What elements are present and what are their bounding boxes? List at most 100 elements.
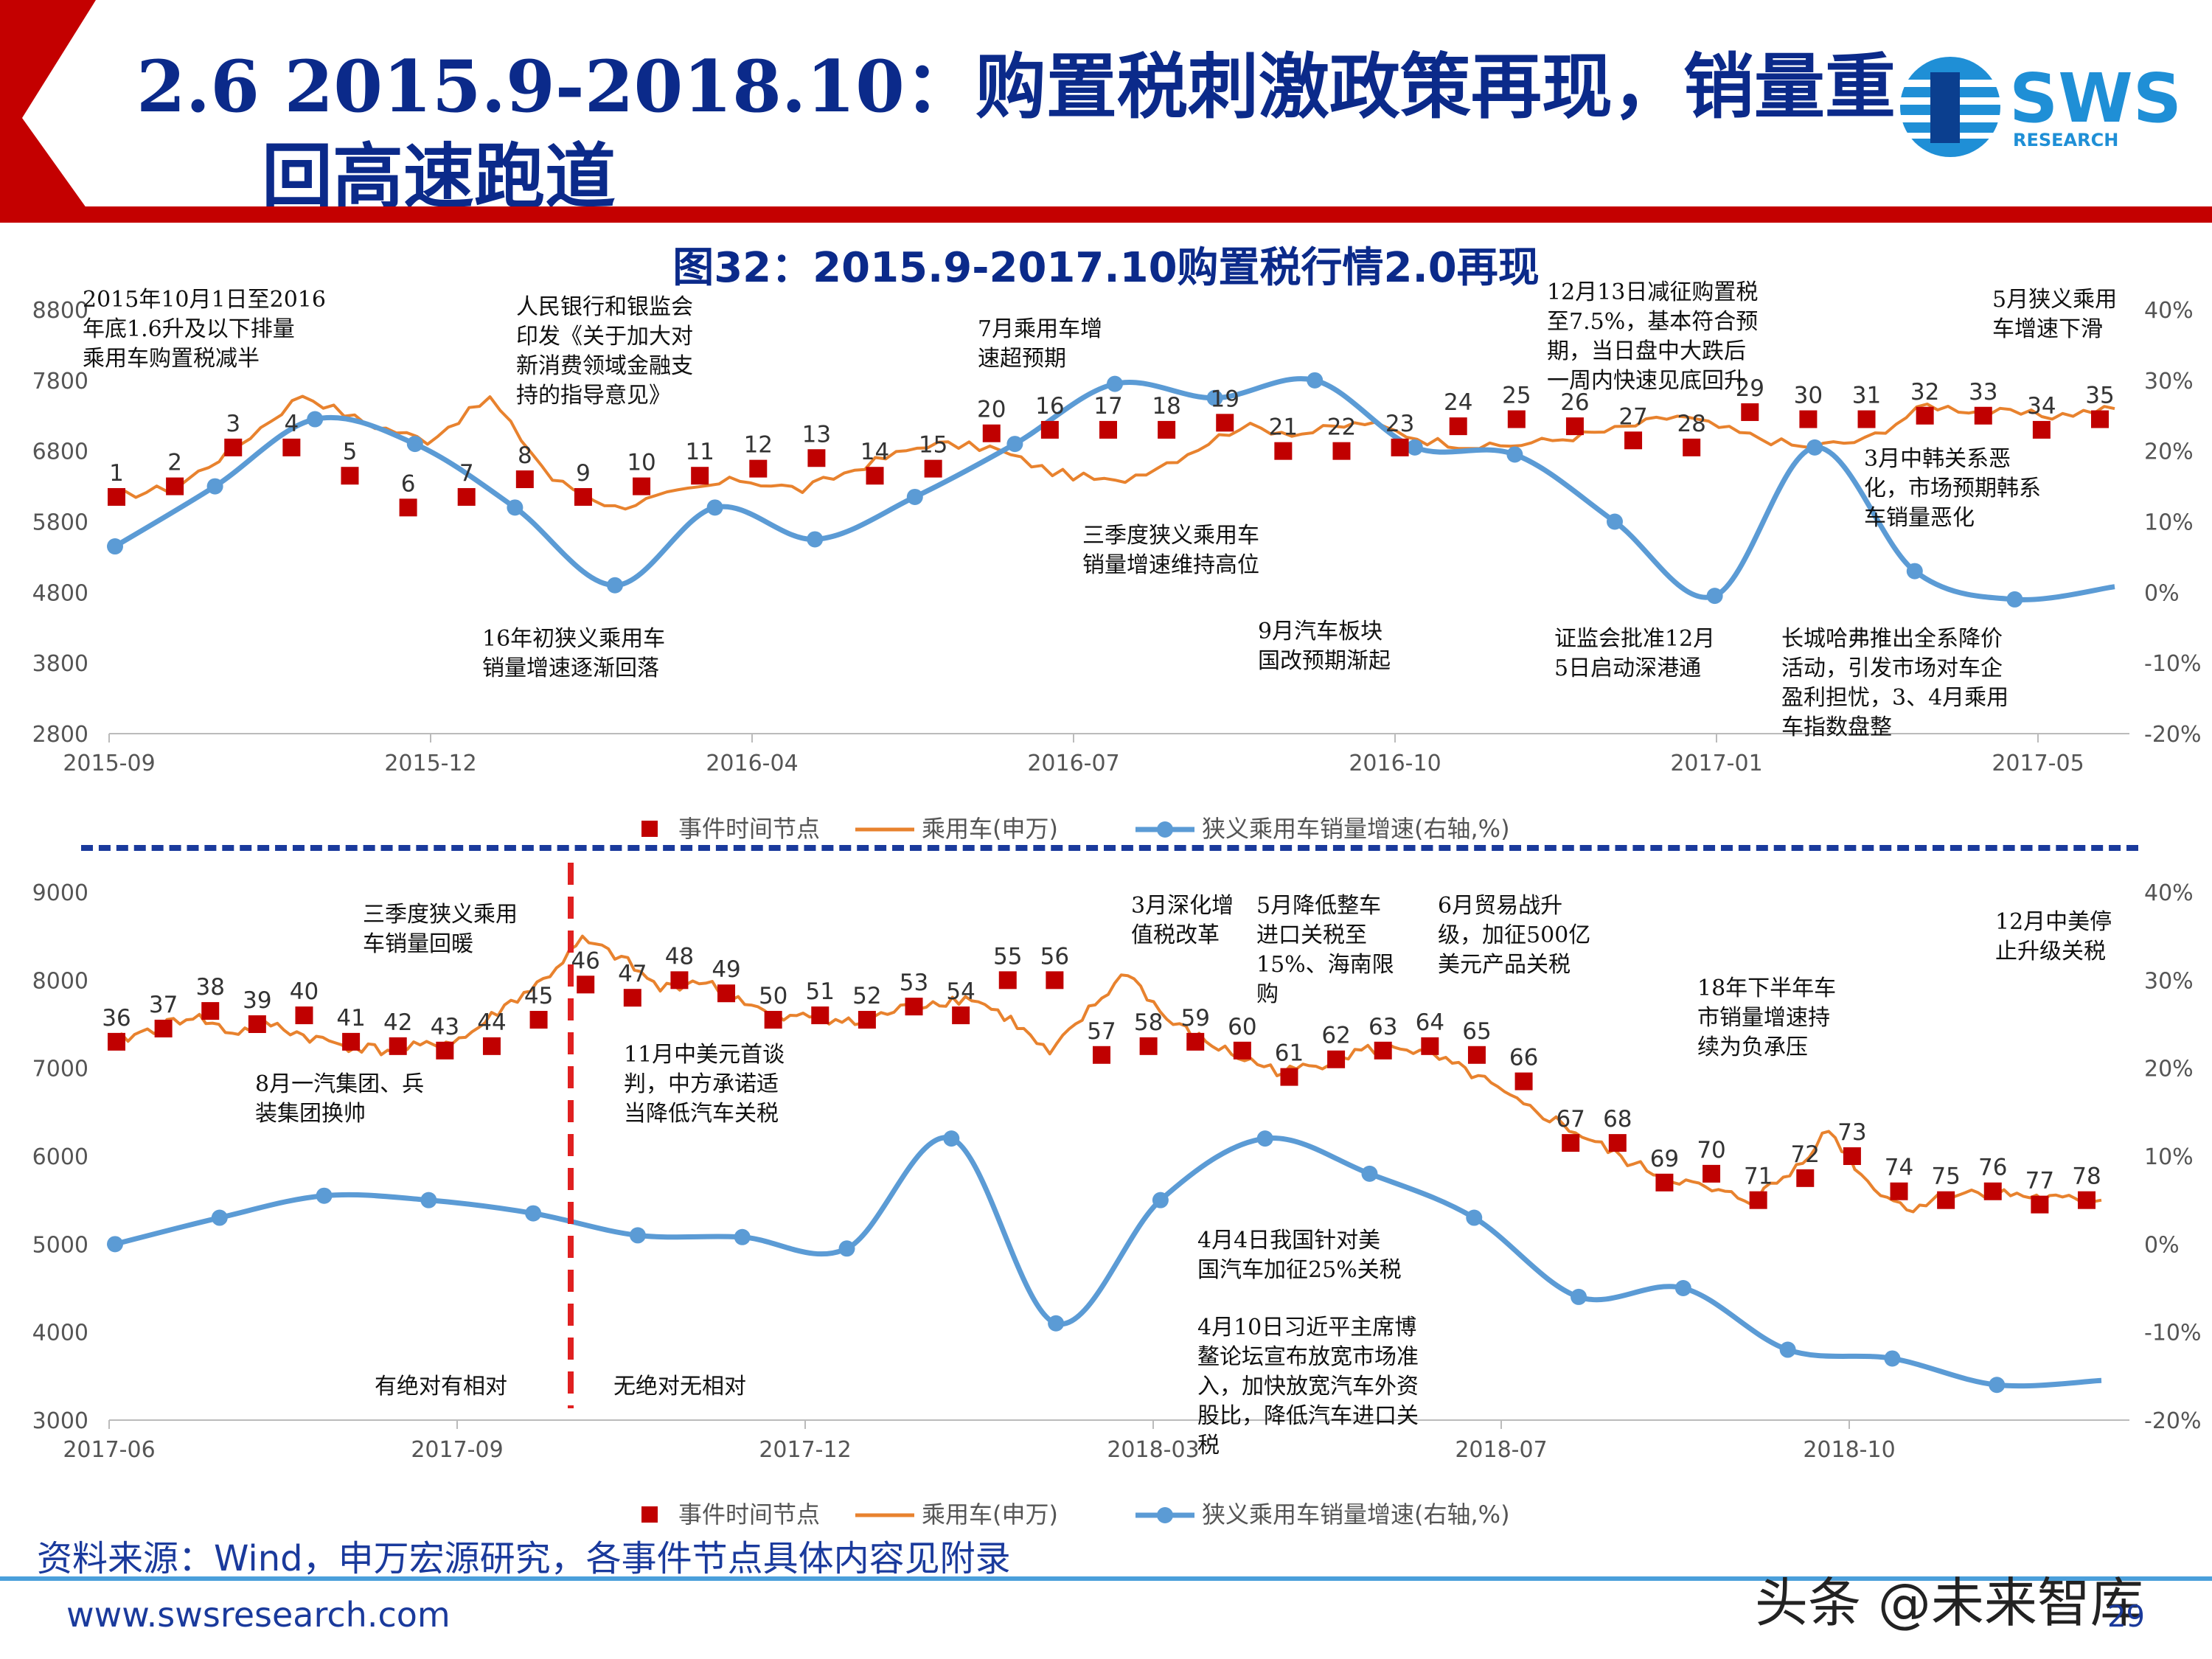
event-number-label: 9 [576,460,591,487]
growth-point [1107,375,1123,392]
growth-point [107,538,123,555]
annotation-text: 人民银行和银监会印发《关于加大对新消费领域金融支持的指导意见》 [516,294,693,408]
growth-point [1607,513,1623,530]
growth-point [706,499,723,516]
website-link[interactable]: www.swsresearch.com [66,1595,451,1635]
growth-point [1706,588,1723,605]
event-number-label: 31 [1852,383,1881,409]
annotation-text: 4月10日习近平主席博鳌论坛宣布放宽市场准入，加快放宽汽车外资股比，降低汽车进口… [1197,1315,1419,1458]
event-marker [1139,1037,1158,1055]
growth-point [206,478,223,495]
y-right-tick-label: -10% [2144,651,2202,677]
event-number-label: 76 [1978,1155,2007,1181]
growth-point [2006,591,2023,608]
logo-subtext: RESEARCH [2013,130,2118,150]
growth-point [1006,436,1023,453]
annotation-text: 2015年10月1日至2016 年底1.6升及以下排量乘用车购置税减半 [83,287,326,372]
event-marker [633,477,651,495]
annotation-text: 12月13日减征购置税至7.5%，基本符合预期，当日盘中大跌后一周内快速见底回升 [1547,280,1758,394]
sws-logo: SWS RESEARCH [1895,52,2205,162]
event-number-label: 78 [2072,1164,2101,1190]
event-marker [1655,1173,1674,1192]
event-number-label: 57 [1087,1018,1116,1045]
event-number-label: 46 [571,947,599,974]
event-marker [1093,1046,1110,1064]
event-marker [1683,438,1701,456]
event-marker [1843,1147,1861,1165]
event-marker [1749,1191,1767,1209]
event-number-label: 19 [1211,386,1239,412]
growth-point [838,1240,855,1257]
event-number-label: 22 [1327,414,1356,441]
event-number-label: 13 [802,421,831,448]
growth-point [1906,563,1923,580]
growth-point [1806,439,1823,456]
figure-title: 图32：2015.9-2017.10购置税行情2.0再现 [672,244,1540,292]
y-left-tick-label: 9000 [32,880,88,906]
event-marker [108,487,125,506]
event-marker [2078,1191,2096,1209]
annotation-text: 11月中美元首谈判，中方承诺适当降低汽车关税 [624,1042,785,1127]
chart-bottom: 9000 8000 7000 6000 5000 4000 3000 40% 30% 20% 10%… [32,863,2202,1528]
growth-point [1152,1192,1169,1208]
event-marker [248,1015,266,1033]
series-line-passenger-index [114,394,2115,511]
event-number-label: 20 [977,397,1006,423]
x-tick-label: 2018-07 [1455,1437,1547,1463]
legend-label-events: 事件时间节点 [678,815,820,843]
event-marker [1327,1050,1346,1068]
event-marker [577,975,595,994]
event-marker [1799,410,1818,428]
event-marker [749,459,768,478]
growth-point [1571,1288,1587,1305]
page-number: 29 [2107,1600,2145,1634]
event-number-label: 1 [109,460,124,487]
event-number-label: 6 [401,470,416,497]
growth-point [629,1227,646,1244]
growth-point [1048,1315,1065,1332]
event-marker [1565,417,1584,436]
y-right-tick-label: 30% [2144,369,2194,394]
event-number-label: 74 [1885,1155,1913,1181]
event-marker [623,989,641,1007]
event-marker [1608,1134,1627,1152]
legend-swatch-growth-dot [1157,821,1173,838]
event-number-label: 66 [1509,1045,1538,1071]
event-number-label: 55 [993,943,1022,970]
event-number-label: 49 [712,956,740,983]
legend-swatch-events [641,821,658,837]
y-left-tick-label: 5800 [32,510,88,536]
event-number-label: 2 [167,450,182,476]
event-marker [1332,442,1351,460]
series-line-sales-growth [114,1135,2102,1389]
source-note: 资料来源：Wind，申万宏源研究，各事件节点具体内容见附录 [37,1538,1011,1579]
y-left-tick-label: 7000 [32,1057,88,1082]
y-left-tick-label: 6800 [32,439,88,465]
page-title-line2: 回高速跑道 [262,135,616,218]
event-marker [166,477,184,495]
event-marker [1374,1041,1392,1060]
y-left-tick-label: 4800 [32,580,88,606]
event-number-label: 17 [1093,393,1122,420]
regime-label-right: 无绝对无相对 [613,1374,746,1399]
event-number-label: 35 [2085,383,2114,409]
x-tick-label: 2015-09 [63,751,155,776]
event-marker [342,1032,361,1051]
legend-swatch-events [641,1506,658,1523]
event-marker [866,467,884,485]
event-marker [1974,406,1992,425]
annotation-text: 12月中美停止升级关税 [1995,909,2112,964]
x-tick-label: 2017-09 [411,1437,503,1463]
event-marker [1233,1041,1251,1060]
event-marker [924,459,942,478]
event-number-label: 47 [618,961,647,987]
event-number-label: 12 [744,432,773,459]
y-left-tick-label: 4000 [32,1321,88,1346]
event-marker [1040,420,1059,439]
event-number-label: 71 [1744,1164,1773,1190]
y-right-tick-label: 40% [2144,298,2194,324]
event-number-label: 58 [1134,1009,1163,1036]
event-marker [201,1002,220,1020]
event-number-label: 32 [1910,379,1939,406]
event-number-label: 65 [1462,1018,1491,1045]
